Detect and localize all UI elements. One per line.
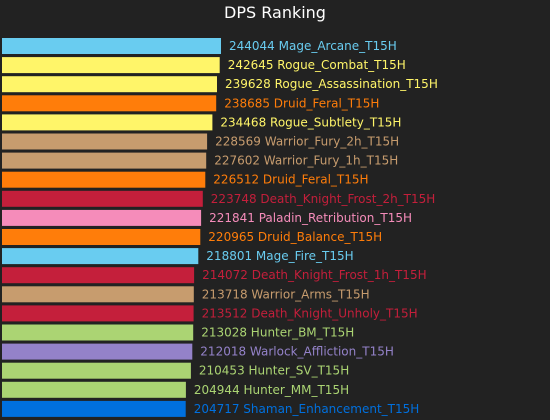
- bar-label: 212018 Warlock_Affliction_T15H: [200, 345, 394, 359]
- bar: [2, 95, 217, 112]
- bar-label: 227602 Warrior_Fury_1h_T15H: [214, 154, 398, 168]
- bar-label: 221841 Paladin_Retribution_T15H: [209, 211, 412, 225]
- bar-label: 223748 Death_Knight_Frost_2h_T15H: [211, 192, 436, 206]
- bar: [2, 248, 199, 265]
- bar: [2, 38, 221, 54]
- bar: [2, 133, 208, 150]
- bar: [2, 152, 207, 169]
- bar-label: 228569 Warrior_Fury_2h_T15H: [215, 135, 399, 149]
- bar: [2, 362, 191, 379]
- bar: [2, 171, 206, 188]
- bar-label: 244044 Mage_Arcane_T15H: [229, 39, 397, 53]
- bar: [2, 305, 194, 322]
- bar-label: 213028 Hunter_BM_T15H: [201, 326, 354, 340]
- bar: [2, 209, 202, 226]
- bar: [2, 286, 194, 303]
- bar-label: 204717 Shaman_Enhancement_T15H: [194, 402, 420, 416]
- bar-label: 238685 Druid_Feral_T15H: [224, 96, 379, 110]
- bar: [2, 381, 186, 398]
- bar-label: 214072 Death_Knight_Frost_1h_T15H: [202, 268, 427, 282]
- bar-label: 204944 Hunter_MM_T15H: [194, 383, 349, 397]
- bar-label: 234468 Rogue_Subtlety_T15H: [220, 115, 401, 129]
- chart-title: DPS Ranking: [224, 3, 326, 22]
- bar-label: 213718 Warrior_Arms_T15H: [202, 287, 370, 301]
- bar-label: 218801 Mage_Fire_T15H: [206, 249, 353, 263]
- bar-label: 242645 Rogue_Combat_T15H: [228, 58, 406, 72]
- bar: [2, 57, 220, 74]
- bar-label: 226512 Druid_Feral_T15H: [213, 173, 368, 187]
- bar: [2, 76, 217, 93]
- bar: [2, 343, 193, 360]
- bar: [2, 324, 194, 341]
- bar-label: 239628 Rogue_Assassination_T15H: [225, 77, 438, 91]
- bar: [2, 400, 186, 417]
- bar: [2, 190, 203, 207]
- bar-label: 220965 Druid_Balance_T15H: [208, 230, 382, 244]
- bar-label: 213512 Death_Knight_Unholy_T15H: [202, 306, 418, 320]
- bar: [2, 229, 201, 245]
- bar: [2, 267, 195, 284]
- bar-label: 210453 Hunter_SV_T15H: [199, 364, 349, 378]
- bar: [2, 114, 213, 131]
